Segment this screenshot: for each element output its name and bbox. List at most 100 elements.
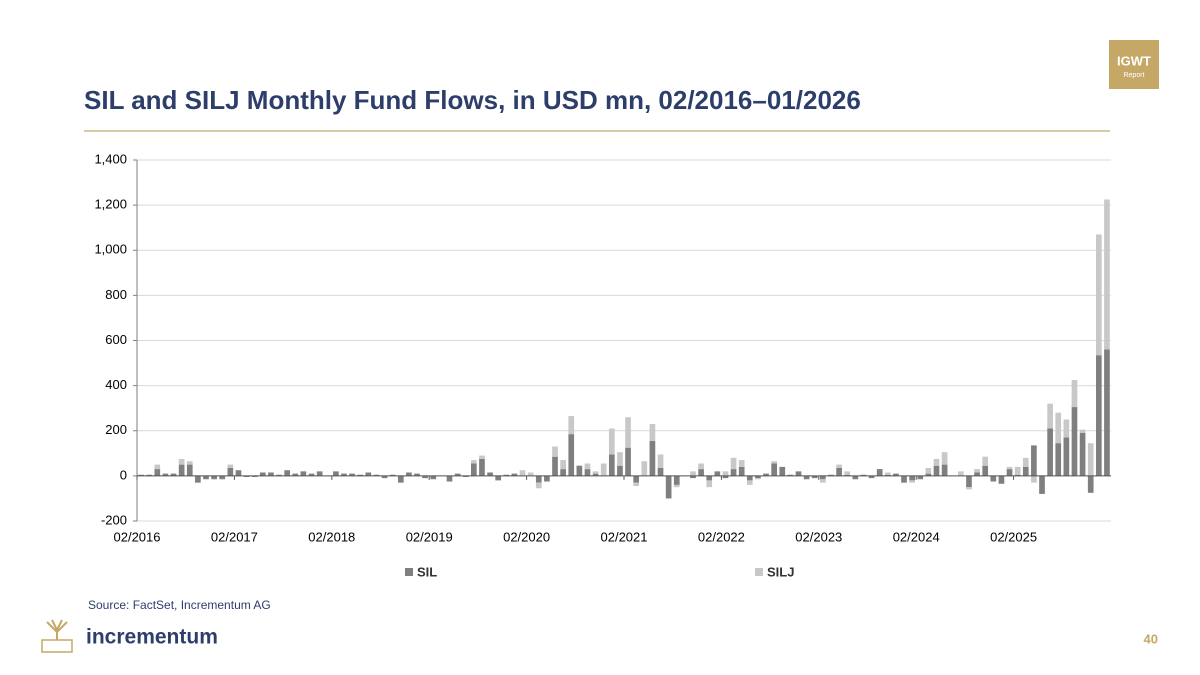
bar-segment [316,471,323,476]
bar-segment [584,463,591,470]
x-tick-label: 02/2017 [211,529,258,544]
bar-segment [552,446,558,457]
x-tick-label: 02/2020 [503,529,550,544]
bar-segment [803,475,810,480]
bar-segment [933,458,940,466]
bar-segment [909,480,915,483]
bar-segment [820,479,826,483]
bar-segment [1071,407,1078,476]
bar-segment [154,464,161,470]
bar-segment [560,469,566,476]
bar-segment [592,473,599,476]
bar-segment [1079,429,1086,434]
bar-segment [722,475,729,479]
bar-segment [633,475,640,483]
bar-segment [966,475,972,488]
bar-segment [820,475,826,480]
bar-segment [381,475,388,479]
bar-segment [592,471,599,474]
bar-segment [1006,466,1013,470]
bar-segment [665,475,672,499]
bar-segment [860,474,867,476]
bar-segment [649,440,656,476]
bar-segment [243,475,250,478]
y-tick-label: 1,200 [94,197,127,212]
badge-top: IGWT [1117,53,1151,68]
bar-segment [584,469,591,476]
y-tick-label: 600 [105,332,127,347]
bar-segment [1071,379,1078,408]
bar-segment [763,473,769,476]
bar-segment [673,484,680,488]
bar-segment [568,416,575,435]
bar-segment [487,472,493,476]
bar-segment [1095,355,1102,476]
x-tick-label: 02/2022 [698,529,745,544]
legend-swatch [405,568,413,576]
bar-segment [1047,403,1053,429]
bar-segment [527,472,534,476]
bar-segment [625,417,631,448]
bar-segment [1031,475,1037,483]
bar-segment [641,461,648,476]
bar-segment [974,472,980,476]
bar-segment [1087,475,1094,493]
bar-segment [844,471,851,475]
bar-segment [235,470,242,476]
bar-segment [617,465,623,476]
bar-segment [722,471,729,476]
x-tick-label: 02/2023 [795,529,842,544]
bar-segment [1104,349,1110,476]
bar-segment [811,475,818,479]
bar-segment [844,474,851,476]
bar-segment [1014,474,1021,476]
brand-logo [41,619,73,653]
legend-label: SIL [417,564,437,579]
bar-segment [771,463,777,476]
bar-segment [608,454,615,476]
bar-segment [535,482,542,489]
y-tick-label: 1,000 [94,242,127,257]
bar-segment [186,464,193,476]
bar-segment [917,475,924,480]
bar-segment [608,428,615,455]
bar-segment [479,458,485,476]
bar-segment [178,464,185,476]
bar-segment [600,463,607,476]
bar-segment [925,473,932,476]
bar-segment [479,455,485,459]
bar-segment [933,465,940,476]
bar-segment [925,467,932,474]
bar-segment [259,472,266,476]
title: SIL and SILJ Monthly Fund Flows, in USD … [84,85,861,115]
x-tick-label: 02/2025 [990,529,1037,544]
bar-segment [730,469,737,476]
bar-segment [714,471,721,476]
bar-segment [357,474,364,476]
bar-segment [154,469,161,476]
y-tick-label: 1,400 [94,151,127,166]
bar-segment [284,470,290,476]
bar-segment [698,469,704,476]
bar-segment [1104,199,1110,350]
bar-segment [495,475,502,481]
bar-segment [876,469,883,476]
bar-segment [333,471,339,476]
bar-segment [511,473,518,476]
legend-label: SILJ [767,564,794,579]
bar-segment [454,473,461,476]
bar-segment [162,473,169,476]
bar-segment [1014,466,1021,475]
bar-segment [1087,443,1094,476]
bar-segment [738,460,745,467]
x-tick-label: 02/2019 [406,529,453,544]
bar-segment [535,475,542,483]
bar-segment [1055,443,1062,476]
bar-segment [576,465,583,476]
bar-segment [1022,457,1029,467]
bar-segment [211,475,217,480]
x-tick-label: 02/2024 [893,529,940,544]
bar-segment [901,475,907,483]
bar-segment [625,447,631,476]
